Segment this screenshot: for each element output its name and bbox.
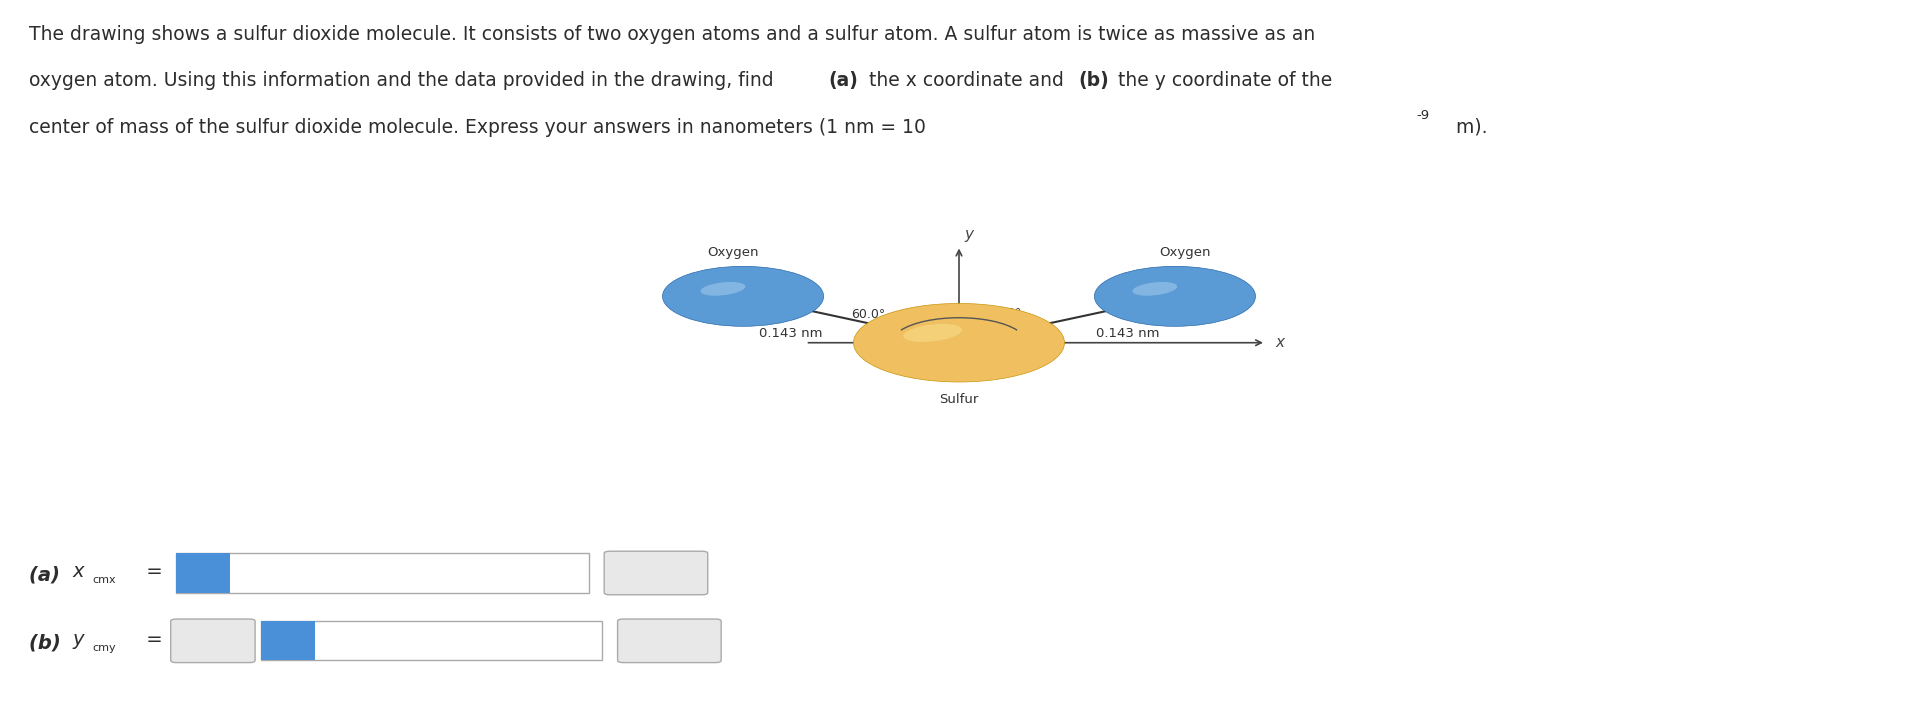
Text: (a): (a): [829, 71, 859, 91]
Circle shape: [662, 266, 823, 326]
Text: ▼: ▼: [209, 644, 217, 653]
FancyBboxPatch shape: [171, 619, 255, 663]
Text: (a): (a): [29, 565, 67, 584]
Text: i: i: [199, 564, 207, 583]
FancyBboxPatch shape: [261, 621, 315, 660]
Text: x: x: [73, 562, 84, 580]
Text: Sulfur: Sulfur: [940, 393, 978, 406]
Text: the x coordinate and: the x coordinate and: [863, 71, 1070, 91]
Text: ▲: ▲: [666, 631, 673, 640]
Circle shape: [1095, 266, 1256, 326]
Ellipse shape: [700, 282, 746, 296]
Text: oxygen atom. Using this information and the data provided in the drawing, find: oxygen atom. Using this information and …: [29, 71, 779, 91]
FancyBboxPatch shape: [261, 621, 602, 660]
Text: the y coordinate of the: the y coordinate of the: [1112, 71, 1333, 91]
Text: center of mass of the sulfur dioxide molecule. Express your answers in nanometer: center of mass of the sulfur dioxide mol…: [29, 118, 926, 137]
Ellipse shape: [1132, 282, 1178, 296]
Text: x: x: [1275, 335, 1285, 351]
Text: y: y: [965, 227, 974, 242]
Text: ▲: ▲: [652, 563, 660, 572]
Text: Oxygen: Oxygen: [708, 246, 760, 259]
Text: (b): (b): [1078, 71, 1109, 91]
Circle shape: [854, 303, 1064, 382]
Text: =: =: [140, 562, 163, 580]
Text: 0.143 nm: 0.143 nm: [760, 327, 823, 340]
Text: ▲: ▲: [209, 631, 217, 640]
Text: -9: -9: [1415, 109, 1429, 121]
Text: cmx: cmx: [92, 575, 115, 585]
Text: i: i: [284, 632, 292, 650]
Text: The drawing shows a sulfur dioxide molecule. It consists of two oxygen atoms and: The drawing shows a sulfur dioxide molec…: [29, 25, 1316, 44]
Text: ▼: ▼: [652, 576, 660, 585]
FancyBboxPatch shape: [176, 553, 230, 593]
Text: 60.0°: 60.0°: [852, 308, 884, 321]
FancyBboxPatch shape: [618, 619, 721, 663]
Ellipse shape: [903, 324, 963, 342]
Text: =: =: [140, 630, 163, 648]
Text: ▼: ▼: [666, 644, 673, 653]
Text: y: y: [73, 630, 84, 648]
Text: 0.143 nm: 0.143 nm: [1095, 327, 1158, 340]
Text: cmy: cmy: [92, 643, 115, 653]
Text: 60.0°: 60.0°: [988, 307, 1020, 320]
Text: (b): (b): [29, 633, 67, 652]
FancyBboxPatch shape: [176, 553, 589, 593]
FancyBboxPatch shape: [604, 551, 708, 595]
Text: Oxygen: Oxygen: [1158, 246, 1210, 259]
Text: m).: m).: [1450, 118, 1488, 137]
